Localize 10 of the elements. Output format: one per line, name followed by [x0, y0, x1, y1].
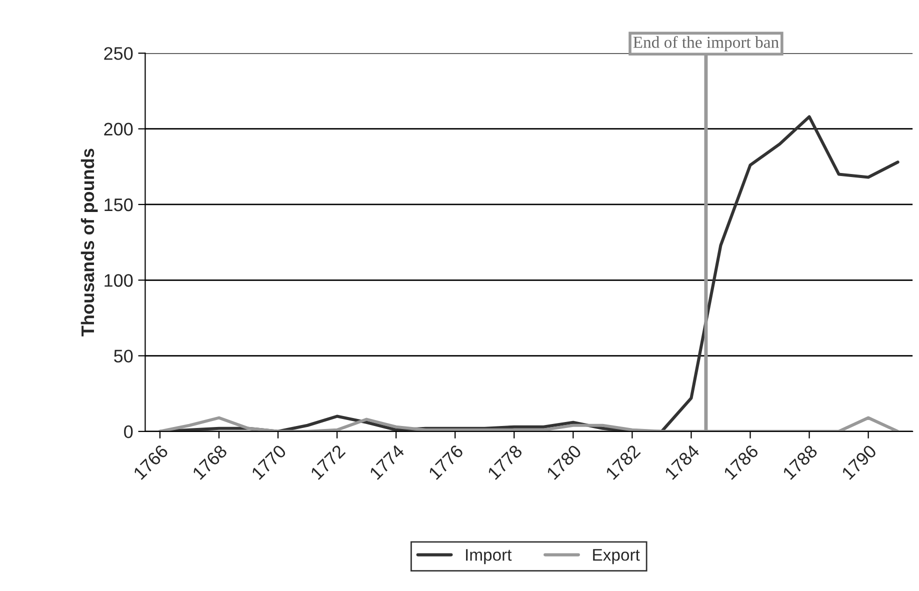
y-tick-label: 100 [104, 274, 133, 287]
y-tick-label: 250 [104, 47, 133, 60]
legend-label: Export [593, 549, 640, 564]
ref-line-label: End of the import ban [633, 36, 779, 52]
y-tick-label: 0 [124, 425, 133, 438]
legend-label: Import [466, 549, 512, 564]
y-tick-label: 50 [114, 350, 133, 362]
y-tick-label: 200 [104, 122, 133, 136]
y-tick-label: 150 [104, 198, 133, 212]
y-axis-title: Thousands of pounds [80, 148, 98, 336]
